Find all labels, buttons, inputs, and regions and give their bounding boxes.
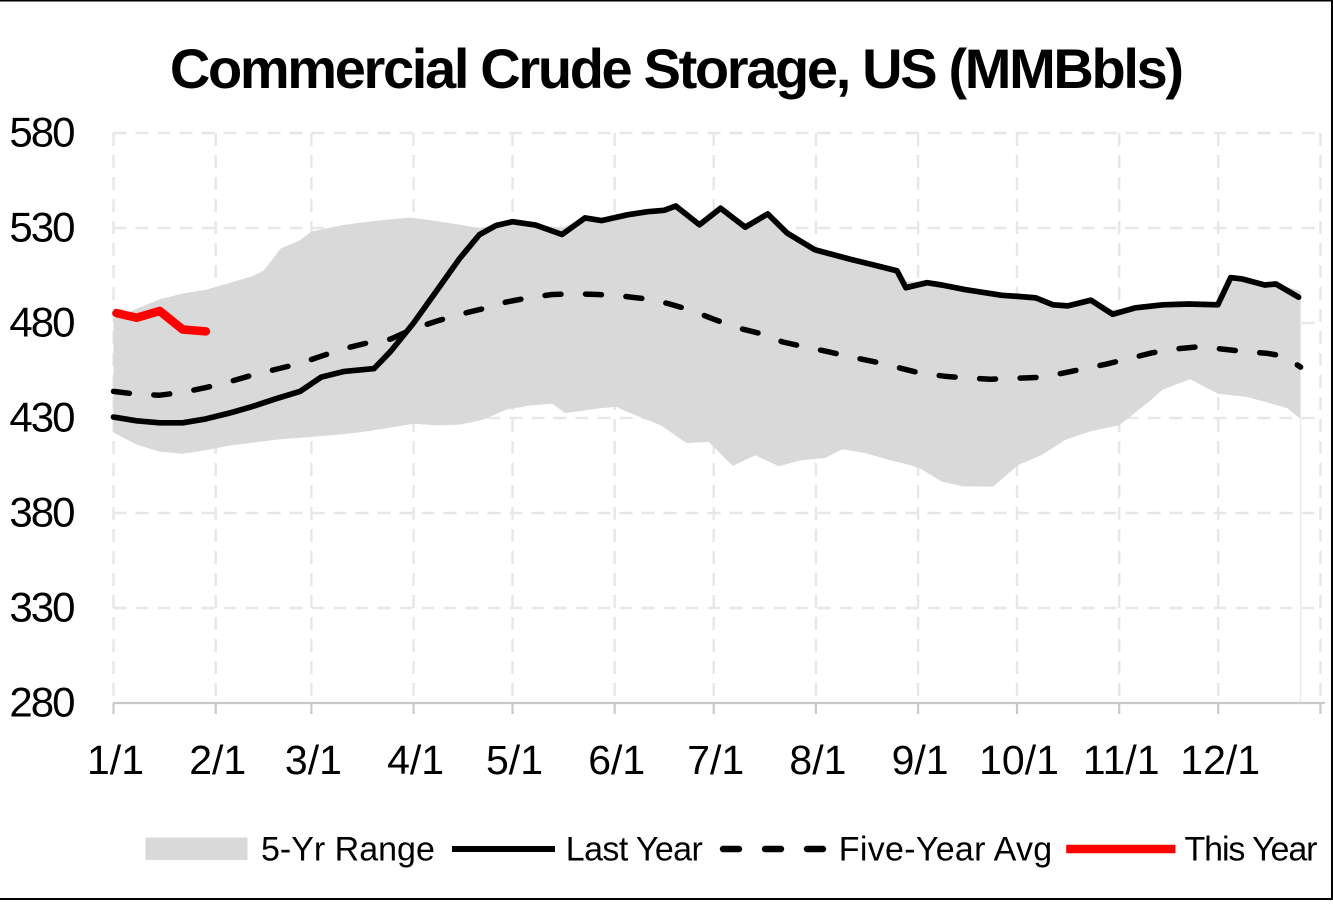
svg-text:6/1: 6/1: [588, 737, 645, 783]
svg-text:430: 430: [9, 394, 74, 441]
svg-text:5-Yr Range: 5-Yr Range: [261, 831, 435, 869]
svg-text:530: 530: [9, 204, 74, 251]
svg-text:11/1: 11/1: [1083, 737, 1160, 783]
svg-text:480: 480: [9, 299, 74, 346]
svg-text:1/1: 1/1: [87, 737, 144, 783]
svg-text:Commercial Crude Storage, US (: Commercial Crude Storage, US (MMBbls): [170, 37, 1182, 100]
svg-text:4/1: 4/1: [387, 737, 444, 783]
svg-text:12/1: 12/1: [1180, 737, 1260, 783]
svg-text:10/1: 10/1: [979, 737, 1059, 783]
svg-text:3/1: 3/1: [285, 737, 342, 783]
svg-text:280: 280: [9, 679, 74, 726]
svg-text:Last Year: Last Year: [566, 831, 703, 869]
svg-text:2/1: 2/1: [189, 737, 246, 783]
svg-text:Five-Year Avg: Five-Year Avg: [839, 831, 1053, 869]
svg-text:5/1: 5/1: [486, 737, 543, 783]
svg-text:380: 380: [9, 489, 74, 536]
svg-text:580: 580: [9, 109, 74, 156]
svg-text:8/1: 8/1: [789, 737, 846, 783]
svg-text:9/1: 9/1: [892, 737, 949, 783]
svg-text:7/1: 7/1: [687, 737, 744, 783]
svg-text:This Year: This Year: [1185, 831, 1318, 869]
svg-text:330: 330: [9, 584, 74, 631]
